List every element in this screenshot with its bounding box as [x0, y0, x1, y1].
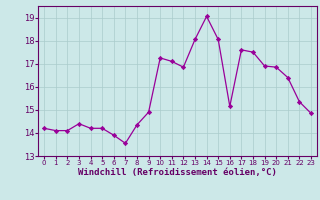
- X-axis label: Windchill (Refroidissement éolien,°C): Windchill (Refroidissement éolien,°C): [78, 168, 277, 177]
